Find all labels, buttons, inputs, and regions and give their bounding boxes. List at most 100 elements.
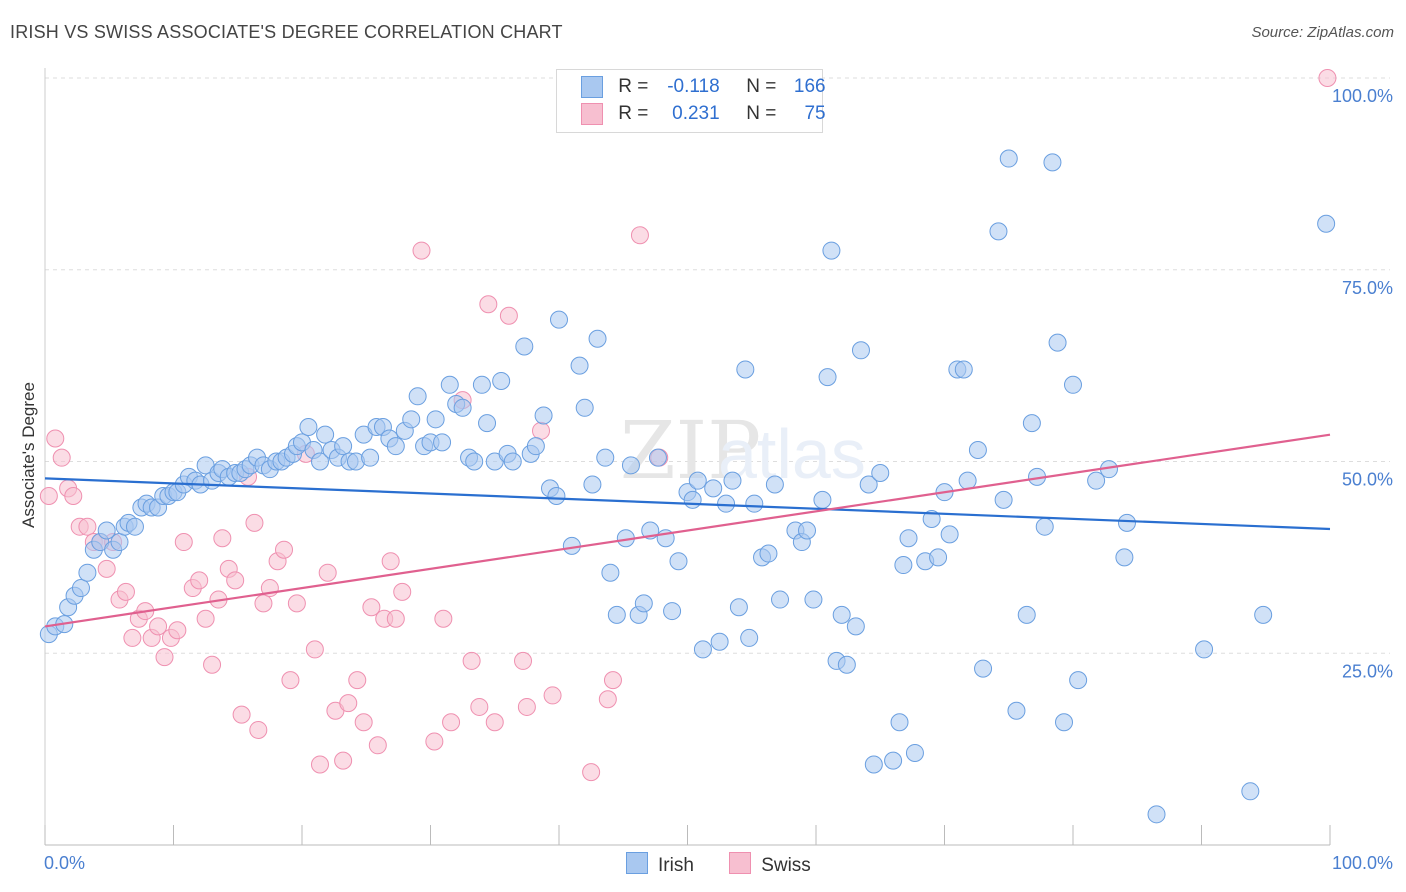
irish-point bbox=[729, 598, 748, 617]
swiss-point bbox=[339, 694, 358, 713]
irish-point bbox=[601, 563, 620, 582]
irish-point bbox=[745, 494, 764, 513]
swiss-point bbox=[442, 713, 461, 732]
irish-point bbox=[583, 475, 602, 494]
irish-point bbox=[1022, 414, 1041, 433]
x-tick-label: 100.0% bbox=[1332, 853, 1393, 873]
irish-point bbox=[1317, 214, 1336, 233]
grid-lines bbox=[45, 77, 1390, 654]
irish-point bbox=[759, 544, 778, 563]
legend-row-irish: R = -0.118 N = 166 bbox=[581, 76, 826, 100]
swiss-point bbox=[245, 513, 264, 532]
irish-points bbox=[39, 149, 1336, 824]
swiss-point bbox=[97, 559, 116, 578]
legend-irish-swatch bbox=[626, 852, 648, 874]
irish-point bbox=[472, 375, 491, 394]
swiss-point bbox=[470, 697, 489, 716]
irish-point bbox=[1117, 513, 1136, 532]
irish-point bbox=[492, 371, 511, 390]
irish-point bbox=[426, 410, 445, 429]
stats-legend: R = -0.118 N = 166 R = 0.231 N = 75 bbox=[556, 69, 826, 133]
chart-title: IRISH VS SWISS ASSOCIATE'S DEGREE CORREL… bbox=[10, 22, 563, 42]
irish-point bbox=[607, 605, 626, 624]
irish-point bbox=[669, 552, 688, 571]
source-label: Source: ZipAtlas.com bbox=[1251, 24, 1394, 41]
irish-point bbox=[1115, 548, 1134, 567]
swiss-point bbox=[354, 713, 373, 732]
irish-point bbox=[361, 448, 380, 467]
trend-lines bbox=[44, 433, 1331, 628]
swiss-point bbox=[46, 429, 65, 448]
irish-n-value: 166 bbox=[793, 76, 826, 98]
irish-point bbox=[832, 605, 851, 624]
irish-point bbox=[1087, 471, 1106, 490]
irish-point bbox=[433, 433, 452, 452]
swiss-point bbox=[78, 517, 97, 536]
irish-point bbox=[958, 471, 977, 490]
irish-point bbox=[663, 602, 682, 621]
irish-point bbox=[1254, 605, 1273, 624]
swiss-point bbox=[603, 671, 622, 690]
irish-point bbox=[440, 375, 459, 394]
irish-point bbox=[736, 360, 755, 379]
irish-point bbox=[940, 525, 959, 544]
legend-irish-label: Irish bbox=[658, 855, 694, 876]
irish-point bbox=[648, 448, 667, 467]
swiss-point bbox=[123, 628, 142, 647]
irish-point bbox=[334, 437, 353, 456]
legend-item-irish: Irish bbox=[626, 852, 694, 877]
irish-point bbox=[1147, 805, 1166, 824]
irish-point bbox=[804, 590, 823, 609]
swiss-point bbox=[226, 571, 245, 590]
swiss-point bbox=[434, 609, 453, 628]
irish-point bbox=[859, 475, 878, 494]
irish-point bbox=[846, 617, 865, 636]
swiss-point bbox=[116, 582, 135, 601]
swiss-point bbox=[39, 487, 58, 506]
irish-point bbox=[550, 310, 568, 329]
swiss-point bbox=[52, 448, 71, 467]
irish-point bbox=[999, 149, 1018, 168]
irish-point bbox=[974, 659, 993, 678]
swiss-point bbox=[630, 226, 649, 245]
irish-point bbox=[465, 452, 484, 471]
y-tick-label: 50.0% bbox=[1342, 470, 1393, 490]
irish-point bbox=[837, 655, 856, 674]
swiss-point bbox=[310, 755, 329, 774]
y-tick-label: 75.0% bbox=[1342, 278, 1393, 298]
swiss-point bbox=[348, 671, 367, 690]
irish-point bbox=[905, 743, 924, 762]
swiss-n-label: N = bbox=[746, 103, 777, 125]
swiss-point bbox=[479, 295, 498, 314]
irish-point bbox=[575, 398, 594, 417]
watermark-atlas: atlas bbox=[718, 415, 866, 493]
swiss-point bbox=[485, 713, 504, 732]
legend-row-swiss: R = 0.231 N = 75 bbox=[581, 103, 826, 127]
irish-point bbox=[922, 510, 941, 529]
swiss-point bbox=[368, 736, 387, 755]
irish-r-label: R = bbox=[618, 76, 649, 98]
irish-point bbox=[634, 594, 653, 613]
swiss-point bbox=[393, 582, 412, 601]
irish-point bbox=[968, 440, 987, 459]
irish-point bbox=[693, 640, 712, 659]
axes bbox=[44, 68, 1331, 846]
irish-point bbox=[386, 437, 405, 456]
swiss-point bbox=[254, 594, 273, 613]
irish-r-value: -0.118 bbox=[667, 76, 720, 98]
swiss-point bbox=[362, 598, 381, 617]
swiss-swatch bbox=[581, 103, 603, 125]
swiss-point bbox=[149, 617, 168, 636]
irish-point bbox=[765, 475, 784, 494]
irish-point bbox=[71, 579, 90, 598]
swiss-point bbox=[64, 487, 83, 506]
series-legend: Irish Swiss bbox=[626, 852, 841, 877]
irish-point bbox=[929, 548, 948, 567]
irish-point bbox=[989, 222, 1008, 241]
swiss-point bbox=[275, 540, 294, 559]
swiss-point bbox=[425, 732, 444, 751]
irish-trend-line bbox=[44, 477, 1331, 531]
irish-point bbox=[1007, 701, 1026, 720]
irish-point bbox=[97, 521, 116, 540]
